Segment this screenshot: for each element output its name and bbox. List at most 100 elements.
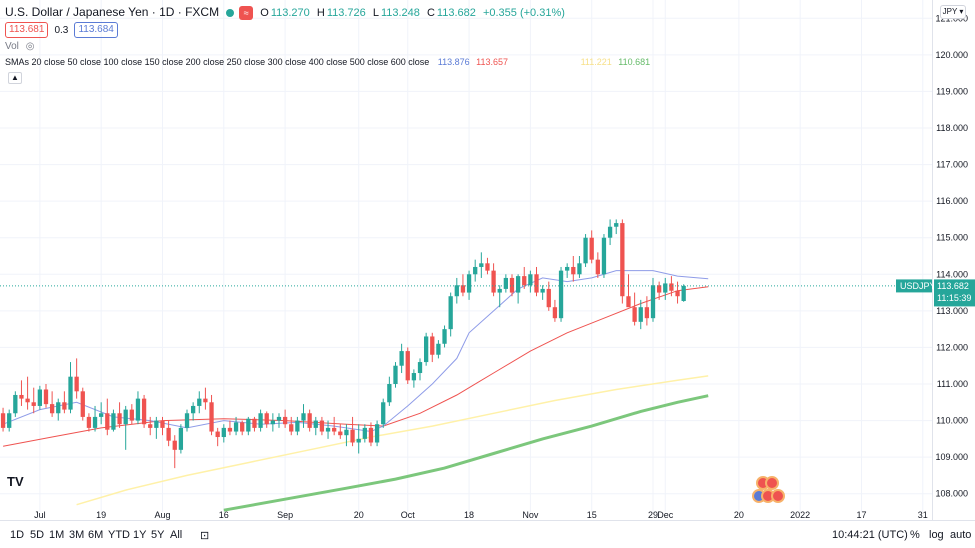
time-tick-label: Oct	[401, 510, 416, 520]
candle-body	[307, 413, 312, 428]
timeframe-6m-button[interactable]: 6M	[88, 529, 104, 541]
candle-body	[675, 290, 680, 297]
timeframe-5y-button[interactable]: 5Y	[151, 529, 165, 541]
auto-scale-button[interactable]: auto	[950, 529, 972, 541]
candle	[638, 299, 643, 330]
candle	[227, 420, 233, 436]
candle	[583, 234, 588, 267]
candle	[607, 219, 613, 246]
candle	[528, 270, 533, 293]
candle	[221, 424, 226, 443]
timeframe-1m-button[interactable]: 1M	[49, 529, 65, 541]
candle-body	[589, 237, 594, 260]
sma-lines	[2, 270, 709, 512]
price-chart[interactable]: 108.000 109.000 110.000 111.000 112.000 113.0…	[0, 0, 975, 520]
currency-button[interactable]: JPY ▾	[940, 5, 966, 19]
candle	[295, 416, 300, 436]
candle-body	[270, 420, 276, 425]
candle-body	[135, 398, 141, 421]
sma100-line	[76, 375, 709, 506]
candle-body	[656, 285, 662, 293]
utc-clock[interactable]: 10:44:21 (UTC)	[832, 529, 908, 541]
candle-body	[436, 343, 441, 355]
candle-body	[442, 329, 447, 344]
candle	[448, 292, 453, 337]
symbol-title[interactable]: U.S. Dollar / Japanese Yen · 1D · FXCM	[5, 5, 220, 19]
candle-body	[319, 420, 325, 432]
candle	[13, 391, 18, 417]
currency-label: JPY	[942, 7, 958, 16]
candle-body	[381, 402, 386, 425]
close-value: 113.682	[436, 7, 476, 19]
compare-wave-icon[interactable]: ≈	[239, 6, 254, 21]
sma-study-title: SMAs 20 close 50 close 100 close 150 clo…	[5, 57, 430, 67]
timeframe-1d-button[interactable]: 1D	[10, 529, 25, 541]
candle	[313, 416, 318, 436]
candle	[209, 394, 214, 436]
timeframe-all-button[interactable]: All	[170, 529, 183, 541]
candle-body	[344, 429, 349, 436]
candle	[601, 234, 607, 278]
time-tick-label: Jul	[34, 510, 46, 520]
collapse-legend-button[interactable]: ▲	[8, 72, 22, 84]
candle-body	[166, 427, 171, 441]
candle-body	[246, 418, 251, 432]
candle	[656, 281, 662, 300]
timeframe-ytd-button[interactable]: YTD	[108, 529, 130, 541]
percent-scale-button[interactable]: %	[910, 529, 920, 541]
tradingview-logo[interactable]: TV	[7, 474, 24, 489]
candle	[172, 435, 177, 469]
volume-legend[interactable]: Vol ◎	[5, 41, 34, 52]
candle-body	[252, 418, 257, 428]
candle	[148, 416, 153, 436]
grid	[0, 0, 933, 520]
candle	[571, 256, 576, 282]
ask-button[interactable]: 113.684	[74, 22, 118, 38]
time-tick-label: Dec	[657, 510, 674, 520]
candle	[473, 259, 478, 282]
candle	[534, 266, 539, 297]
bid-ask-row: 113.681 0.3 113.684	[5, 22, 121, 38]
log-scale-button[interactable]: log	[929, 529, 944, 541]
candle	[123, 405, 128, 450]
goto-date-icon[interactable]: ⊡	[200, 530, 210, 542]
candle-body	[74, 376, 79, 392]
bottom-toolbar-divider	[0, 520, 975, 521]
time-tick-label: 2022	[790, 510, 810, 520]
candle	[460, 274, 466, 297]
timeframe-1y-button[interactable]: 1Y	[133, 529, 147, 541]
candle-body	[534, 274, 539, 293]
candle-body	[571, 266, 576, 275]
candle-body	[31, 402, 36, 406]
candle	[595, 252, 600, 278]
candle-body	[393, 365, 398, 384]
candle	[49, 391, 55, 417]
last-price-symbol-bg	[896, 279, 932, 293]
event-markers[interactable]	[752, 476, 785, 503]
candle	[282, 409, 288, 428]
candle-body	[356, 438, 361, 443]
candle	[399, 343, 404, 374]
candle	[546, 281, 551, 311]
candle	[270, 413, 276, 432]
candle-body	[233, 422, 239, 432]
time-tick-label: 19	[96, 510, 106, 520]
timeframe-3m-button[interactable]: 3M	[69, 529, 85, 541]
candle-body	[374, 424, 380, 443]
candle	[430, 332, 435, 363]
candle	[491, 263, 496, 297]
bid-button[interactable]: 113.681	[5, 22, 49, 38]
candle-body	[148, 424, 153, 428]
candle	[509, 274, 515, 297]
eye-hidden-icon[interactable]: ◎	[25, 41, 35, 52]
change-value: +0.355 (+0.31%)	[482, 7, 565, 19]
candle	[681, 284, 686, 302]
timeframe-5d-button[interactable]: 5D	[30, 529, 45, 541]
candle	[190, 402, 196, 421]
candle	[166, 420, 171, 447]
sma-legend[interactable]: SMAs 20 close 50 close 100 close 150 clo…	[5, 57, 650, 67]
candle	[154, 416, 159, 439]
candle	[178, 424, 184, 454]
candle-body	[577, 263, 582, 275]
